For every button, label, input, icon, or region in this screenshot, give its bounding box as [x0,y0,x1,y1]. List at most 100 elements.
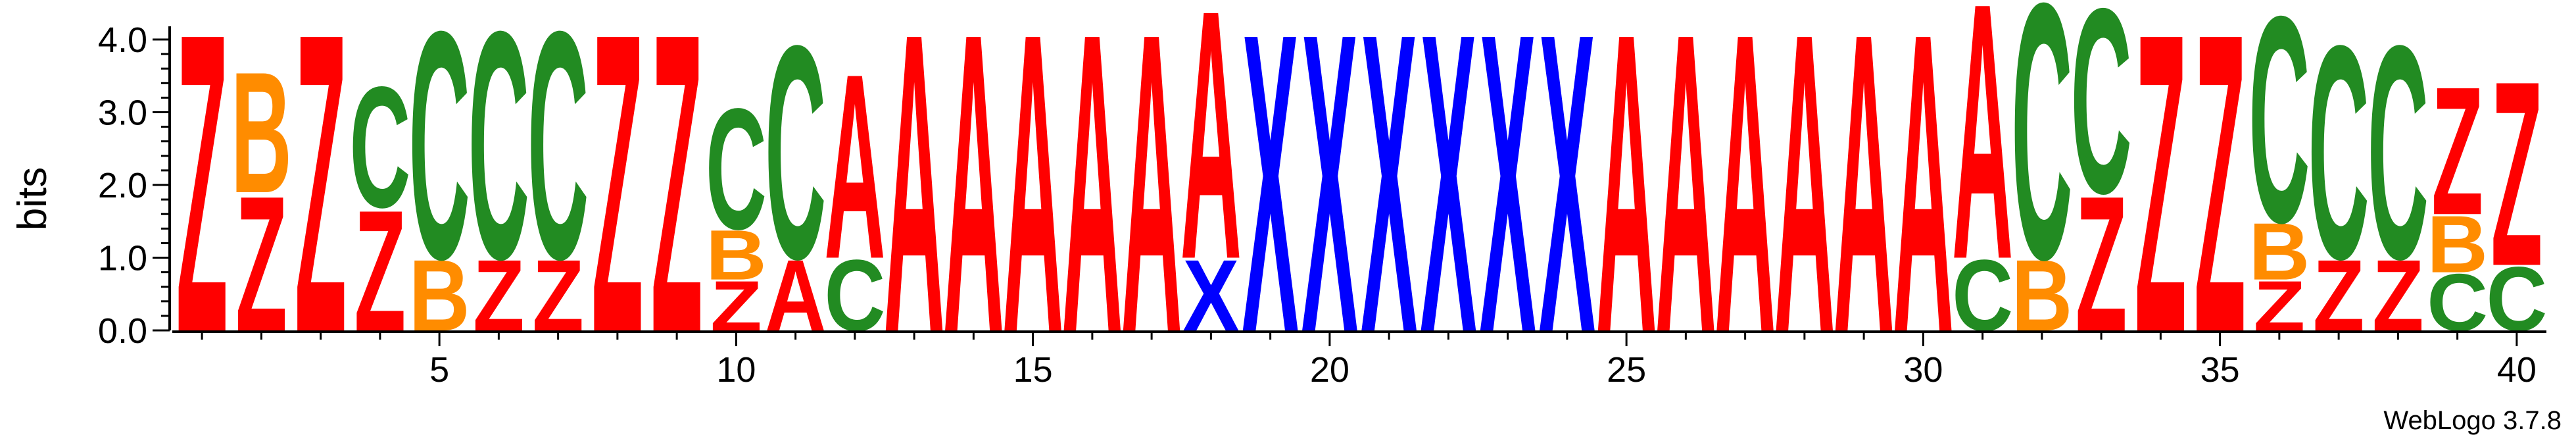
logo-letter-z: Z [2135,0,2187,422]
y-tick-label: 4.0 [98,20,147,60]
logo-letter-c: C [409,0,470,327]
logo-column: X [1301,0,1358,422]
logo-letter-x: X [1480,0,1536,422]
logo-column: Z [592,0,644,422]
logo-letter-a: A [1714,0,1776,422]
logo-column: Z [651,0,703,422]
logo-letter-a: A [1121,0,1182,422]
x-tick-label: 40 [2497,350,2537,390]
logo-letter-z: Z [2491,26,2543,321]
logo-letter-z: Z [651,0,703,422]
logo-letter-z: Z [2194,0,2246,422]
logo-column: A [1714,0,1776,422]
logo-column: CA [824,19,885,352]
logo-column: CA [1952,0,2013,353]
logo-letter-b: B [706,215,767,295]
logo-letter-a: A [1002,0,1063,422]
logo-column: BC [2011,0,2072,353]
logo-column: ZC [349,51,410,367]
logo-column: Z [2194,0,2246,422]
logo-letter-c: C [2248,0,2310,284]
logo-column: ZC [2368,0,2429,353]
logo-column: XA [1180,0,1242,353]
logo-column: X [1420,0,1476,422]
logo-column: BC [409,0,470,353]
logo-letter-c: C [349,51,410,244]
logo-column: A [1121,0,1182,422]
logo-letter-a: A [1061,0,1123,422]
logo-letter-a: A [824,19,885,314]
logo-column: A [1002,0,1063,422]
logo-letter-a: A [1774,0,1835,422]
logo-letter-z: Z [592,0,644,422]
logo-column: A [884,0,945,422]
logo-letter-z: Z [2431,49,2483,253]
y-tick-label: 0.0 [98,311,147,351]
logo-column: X [1480,0,1536,422]
logo-letter-b: B [2427,199,2488,290]
logo-letter-x: X [1420,0,1476,422]
logo-column: A [1596,0,1657,422]
logo-letter-a: A [1596,0,1657,422]
y-tick-label: 2.0 [98,166,147,205]
y-axis: 0.0 1.0 2.0 3.0 4.0 [98,20,171,351]
logo-letter-a: A [1834,0,1895,422]
logo-column: A [1893,0,1954,422]
logo-letter-z: Z [295,0,347,422]
logo-column: CZ [2486,26,2547,350]
logo-letter-a: A [1893,0,1954,422]
logo-column: A [1061,0,1123,422]
x-axis: 5 10 15 20 25 30 35 40 [172,330,2546,390]
logo-column: ZBC [2248,0,2310,346]
logo-column: X [1539,0,1595,422]
logo-letter-a: A [943,0,1004,422]
logo-letter-x: X [1361,0,1417,422]
x-tick-label: 15 [1013,350,1053,390]
logo-letter-b: B [231,36,292,229]
logo-letter-c: C [2368,0,2429,323]
logo-letter-c: C [2011,0,2072,336]
logo-column: X [1242,0,1299,422]
x-tick-label: 30 [1903,350,1943,390]
logo-letter-x: X [1242,0,1299,422]
x-tick-label: 25 [1607,350,1646,390]
logo-letter-x: X [1539,0,1595,422]
logo-column: ZC [2071,0,2132,371]
logo-column: ZB [231,36,292,372]
logo-column: A [1655,0,1716,422]
logo-column: AC [765,0,826,353]
y-tick-label: 1.0 [98,239,147,278]
logo-letter-c: C [468,0,529,327]
logo-letter-a: A [1655,0,1716,422]
y-tick-label: 3.0 [98,93,147,133]
weblogo-credit: WebLogo 3.7.8 [2383,406,2562,435]
y-axis-title: bits [10,167,55,230]
logo-column: ZC [2308,0,2369,353]
x-tick-label: 5 [429,350,449,390]
logo-letter-a: A [1952,0,2013,336]
logo-column: ZC [527,0,589,353]
logo-letter-c: C [706,72,767,265]
x-tick-label: 20 [1310,350,1349,390]
logo-letter-b: B [2248,206,2310,297]
logo-letter-a: A [1180,0,1242,334]
logo-column: A [1834,0,1895,422]
logo-letter-c: C [765,0,826,323]
logo-column: ZC [468,0,529,353]
logo-column: X [1361,0,1417,422]
x-tick-label: 10 [716,350,756,390]
logo-letter-c: C [527,0,589,327]
logo-column: ZBC [706,72,767,346]
logo-column: Z [176,0,228,422]
logo-letter-x: X [1301,0,1358,422]
logo-letter-c: C [2308,0,2369,323]
logo-letter-a: A [884,0,945,422]
logo-column: Z [295,0,347,422]
logo-column: Z [2135,0,2187,422]
x-tick-label: 35 [2200,350,2240,390]
logo-column: CBZ [2427,49,2488,348]
logo-column: A [943,0,1004,422]
logo-letter-c: C [2071,0,2132,249]
